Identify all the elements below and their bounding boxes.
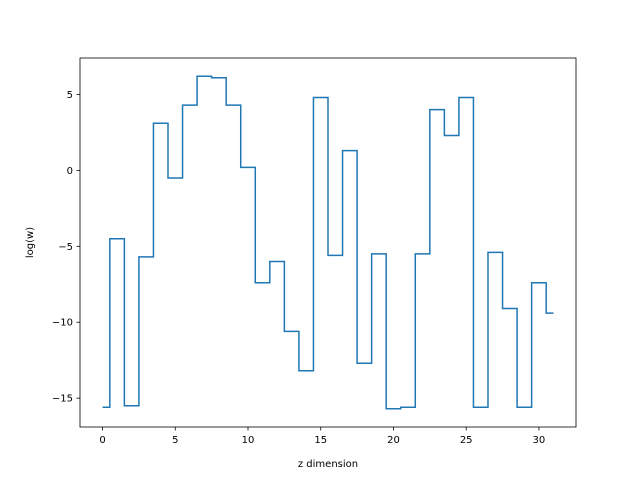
x-tick-label: 5: [172, 435, 178, 446]
y-axis-ticks: 5 0 −5 −10 −15: [52, 90, 80, 405]
x-tick-label: 15: [314, 435, 327, 446]
y-tick-label: −15: [52, 394, 73, 405]
y-tick-label: 5: [67, 90, 73, 101]
plot-frame: [79, 57, 577, 428]
x-tick-label: 0: [99, 435, 105, 446]
x-axis-ticks: 0 5 10 15 20 25 30: [99, 427, 545, 446]
x-tick-label: 10: [242, 435, 255, 446]
y-tick-label: −5: [58, 242, 73, 253]
y-tick-label: 0: [67, 166, 73, 177]
plot-layer: [102, 75, 554, 410]
y-tick-label: −10: [52, 318, 73, 329]
x-tick-label: 25: [460, 435, 473, 446]
y-axis-label: log(w): [25, 227, 36, 258]
x-tick-label: 20: [387, 435, 400, 446]
x-axis-label: z dimension: [298, 459, 358, 470]
series-line: [102, 75, 554, 410]
x-tick-label: 30: [533, 435, 546, 446]
